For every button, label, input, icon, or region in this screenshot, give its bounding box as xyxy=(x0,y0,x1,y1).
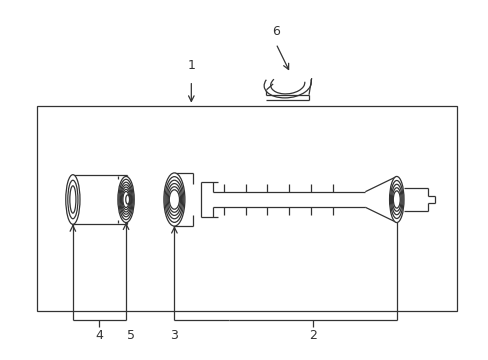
Text: 4: 4 xyxy=(95,329,103,342)
Text: 3: 3 xyxy=(170,329,178,342)
Ellipse shape xyxy=(125,195,129,204)
Ellipse shape xyxy=(390,180,402,219)
Ellipse shape xyxy=(122,189,130,210)
Ellipse shape xyxy=(66,175,80,224)
Ellipse shape xyxy=(390,184,401,215)
Ellipse shape xyxy=(123,192,130,208)
Ellipse shape xyxy=(121,187,130,212)
Ellipse shape xyxy=(70,186,76,213)
Bar xyxy=(37,105,456,311)
Ellipse shape xyxy=(119,179,133,220)
Ellipse shape xyxy=(122,187,132,212)
Text: 2: 2 xyxy=(308,329,316,342)
Ellipse shape xyxy=(121,185,131,214)
Text: 5: 5 xyxy=(126,329,135,342)
Ellipse shape xyxy=(168,187,180,212)
Ellipse shape xyxy=(166,180,183,219)
Text: 1: 1 xyxy=(187,59,195,72)
Ellipse shape xyxy=(120,182,132,217)
Ellipse shape xyxy=(118,176,134,222)
Ellipse shape xyxy=(169,190,179,209)
Ellipse shape xyxy=(389,176,403,222)
Ellipse shape xyxy=(167,184,181,215)
Ellipse shape xyxy=(122,192,129,208)
Ellipse shape xyxy=(68,180,78,219)
Ellipse shape xyxy=(391,188,400,211)
Ellipse shape xyxy=(163,173,184,226)
Text: 6: 6 xyxy=(271,25,279,38)
Ellipse shape xyxy=(392,191,399,208)
Ellipse shape xyxy=(164,177,183,222)
